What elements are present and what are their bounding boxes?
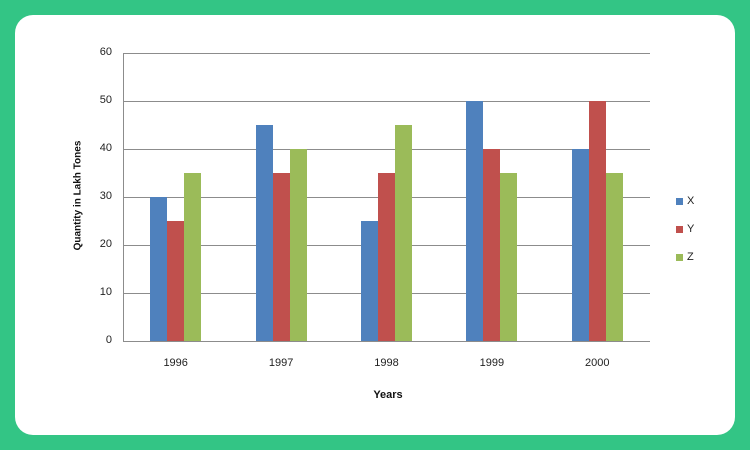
bar-z-1997 bbox=[289, 149, 307, 341]
bar-y-1996 bbox=[167, 221, 185, 341]
bar-y-1998 bbox=[378, 173, 395, 341]
bar-x-1997 bbox=[255, 125, 273, 341]
bar-x-2000 bbox=[571, 149, 589, 341]
legend-item-y: Y bbox=[676, 223, 694, 235]
bar-z-1998 bbox=[395, 125, 412, 341]
y-tick-label: 60 bbox=[99, 46, 112, 58]
bar-y-1999 bbox=[483, 149, 501, 341]
bar-z-1999 bbox=[500, 173, 518, 341]
bar-z-2000 bbox=[605, 173, 623, 341]
bar-x-1998 bbox=[361, 221, 378, 341]
y-tick-label: 20 bbox=[99, 238, 112, 250]
bar-x-1996 bbox=[150, 197, 168, 341]
x-tick-label: 2000 bbox=[585, 357, 610, 369]
bar-y-2000 bbox=[588, 101, 606, 341]
gridline bbox=[123, 341, 650, 342]
legend-item-x: X bbox=[676, 195, 694, 207]
x-tick-label: 1999 bbox=[479, 357, 505, 369]
gridline bbox=[123, 53, 650, 54]
x-tick-label: 1997 bbox=[268, 357, 294, 369]
y-tick-label: 40 bbox=[99, 142, 112, 154]
legend-swatch-icon bbox=[676, 253, 683, 261]
y-tick-label: 50 bbox=[99, 94, 112, 106]
bar-z-1996 bbox=[184, 173, 202, 341]
bar-y-1997 bbox=[272, 173, 290, 341]
legend-label: Y bbox=[687, 223, 695, 235]
gridline bbox=[123, 149, 650, 150]
legend-item-z: Z bbox=[676, 251, 694, 263]
y-axis-title: Quantity in Lakh Tones bbox=[72, 140, 84, 251]
legend-swatch-icon bbox=[676, 197, 683, 205]
x-axis-title: Years bbox=[373, 389, 403, 401]
y-tick-label: 0 bbox=[105, 334, 112, 346]
legend-label: X bbox=[687, 195, 695, 207]
x-tick-label: 1996 bbox=[163, 357, 188, 369]
x-tick-label: 1998 bbox=[374, 357, 399, 369]
bar-x-1999 bbox=[466, 101, 484, 341]
gridline bbox=[123, 101, 650, 102]
y-tick-label: 30 bbox=[99, 190, 112, 202]
y-tick-label: 10 bbox=[99, 286, 112, 298]
legend-label: Z bbox=[687, 251, 694, 263]
legend-swatch-icon bbox=[676, 225, 683, 233]
plot-area bbox=[123, 53, 650, 342]
